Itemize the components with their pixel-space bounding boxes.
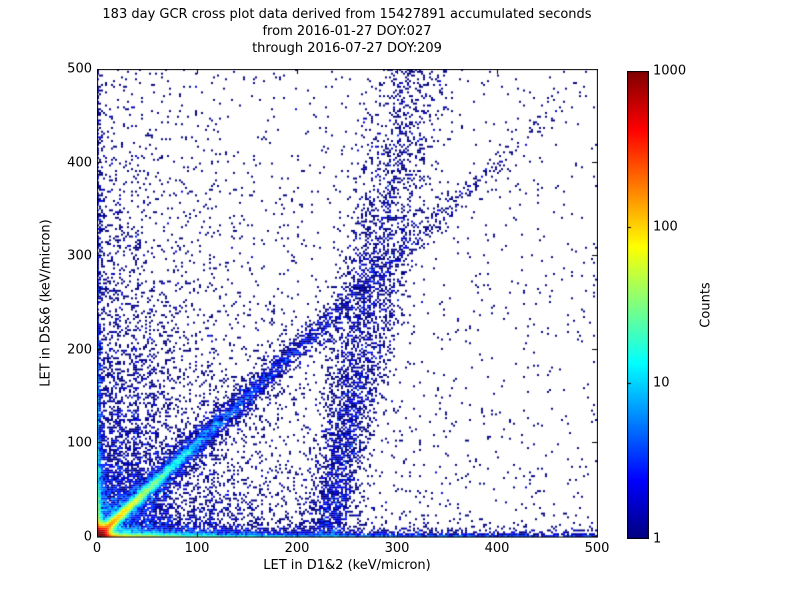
- y-tick-label-400: 400: [67, 155, 92, 171]
- x-tick-label-500: 500: [584, 541, 610, 556]
- colorbar-label: Counts: [698, 282, 714, 328]
- y-tick-label-200: 200: [67, 342, 92, 358]
- colorbar-canvas: [627, 71, 649, 539]
- y-tick-label-500: 500: [67, 61, 92, 77]
- x-tick-label-400: 400: [484, 541, 510, 556]
- y-tick-label-100: 100: [67, 435, 92, 451]
- title-line-3: through 2016-07-27 DOY:209: [252, 41, 442, 56]
- y-axis-label: LET in D5&6 (keV/micron): [38, 219, 54, 387]
- x-tick-label-100: 100: [184, 541, 210, 556]
- y-tick-label-300: 300: [67, 248, 92, 264]
- title-line-1: 183 day GCR cross plot data derived from…: [102, 7, 592, 22]
- title-line-2: from 2016-01-27 DOY:027: [262, 24, 432, 39]
- plot-title: 183 day GCR cross plot data derived from…: [97, 6, 597, 57]
- x-tick-label-300: 300: [384, 541, 410, 556]
- colorbar-tick-label-1000: 1000: [653, 63, 687, 79]
- colorbar-tick-label-1: 1: [653, 531, 662, 547]
- scatter-heatmap-canvas: [97, 69, 598, 538]
- colorbar-tick-label-10: 10: [653, 375, 670, 391]
- y-tick-label-0: 0: [83, 529, 92, 545]
- x-tick-label-200: 200: [284, 541, 310, 556]
- x-tick-label-0: 0: [92, 541, 102, 556]
- colorbar-tick-label-100: 100: [653, 219, 678, 235]
- x-axis-label: LET in D1&2 (keV/micron): [263, 558, 431, 573]
